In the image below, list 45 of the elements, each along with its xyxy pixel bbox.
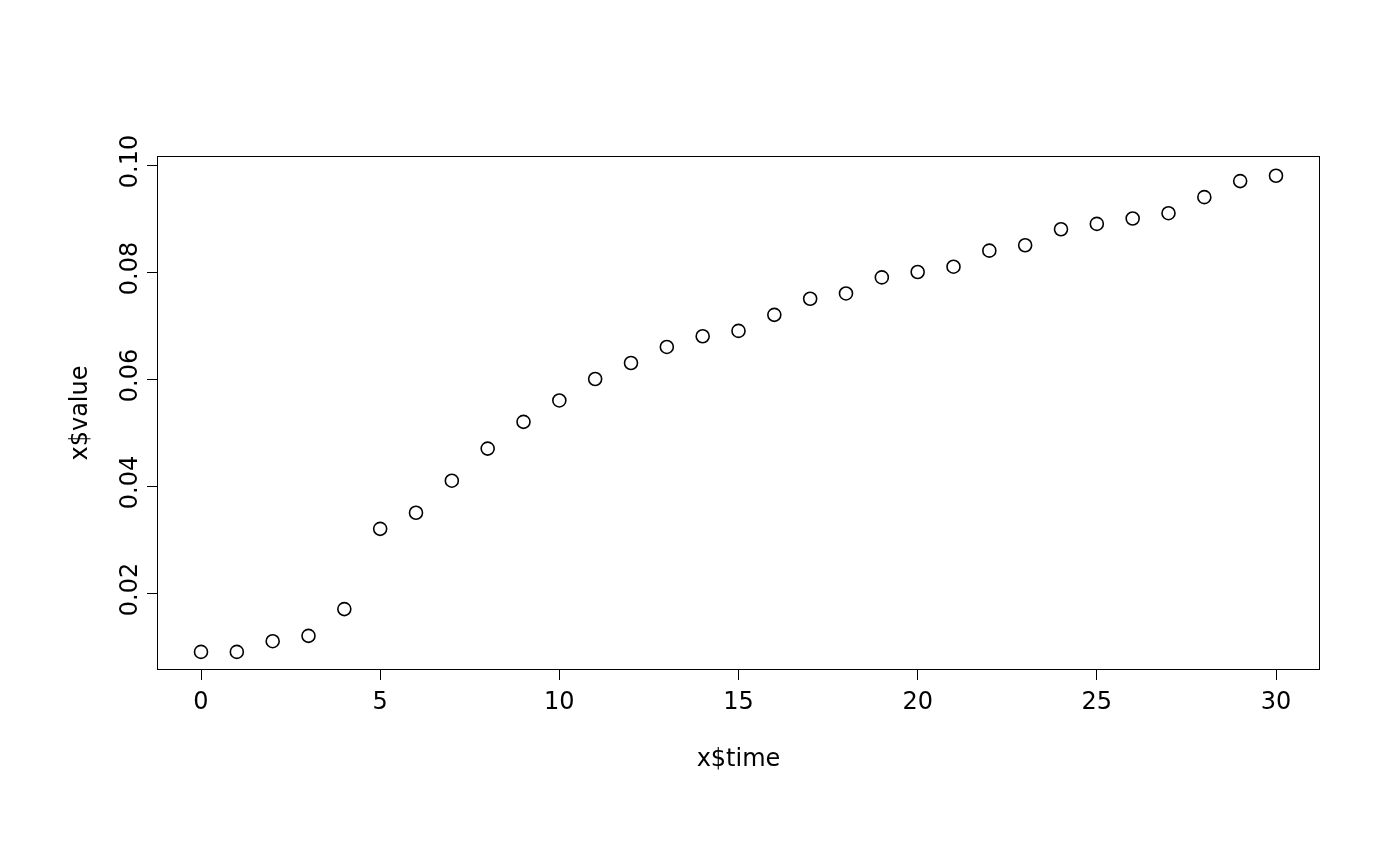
x-tick-label: 15 bbox=[723, 686, 754, 715]
y-tick-label: 0.06 bbox=[115, 348, 144, 403]
point bbox=[480, 441, 495, 456]
point bbox=[659, 339, 675, 355]
point bbox=[874, 270, 890, 285]
point bbox=[1161, 205, 1176, 221]
x-tick-label: 10 bbox=[544, 686, 575, 715]
point bbox=[731, 323, 746, 339]
point bbox=[193, 644, 209, 660]
point bbox=[1125, 211, 1140, 226]
point bbox=[838, 286, 854, 301]
point bbox=[1017, 237, 1033, 253]
y-tick-label: 0.04 bbox=[115, 455, 144, 510]
point bbox=[1089, 216, 1105, 232]
y-tick-label: 0.10 bbox=[115, 134, 144, 189]
point bbox=[587, 371, 603, 387]
point bbox=[1197, 189, 1212, 205]
point bbox=[1232, 173, 1248, 189]
point bbox=[982, 243, 997, 258]
point bbox=[265, 633, 280, 649]
point bbox=[337, 601, 352, 617]
point bbox=[1053, 221, 1069, 237]
x-axis-title: x$time bbox=[696, 744, 781, 773]
x-tick-label: 20 bbox=[902, 686, 933, 715]
point bbox=[767, 307, 782, 323]
point bbox=[301, 628, 316, 644]
point bbox=[623, 355, 639, 371]
point bbox=[802, 291, 818, 307]
x-tick-label: 30 bbox=[1260, 686, 1292, 715]
point bbox=[444, 473, 460, 488]
x-tick-label: 0 bbox=[193, 686, 209, 715]
point bbox=[408, 505, 424, 521]
point bbox=[516, 414, 531, 430]
point bbox=[695, 328, 710, 344]
y-tick-label: 0.02 bbox=[115, 562, 144, 617]
point bbox=[910, 264, 925, 280]
y-axis-title: x$value bbox=[65, 365, 94, 461]
x-tick-label: 5 bbox=[372, 686, 388, 715]
point bbox=[372, 521, 388, 537]
point bbox=[229, 644, 245, 660]
x-tick-label: 25 bbox=[1081, 686, 1113, 715]
point bbox=[552, 393, 567, 408]
point bbox=[946, 259, 961, 274]
point bbox=[1268, 168, 1284, 184]
y-tick-label: 0.08 bbox=[115, 241, 144, 296]
